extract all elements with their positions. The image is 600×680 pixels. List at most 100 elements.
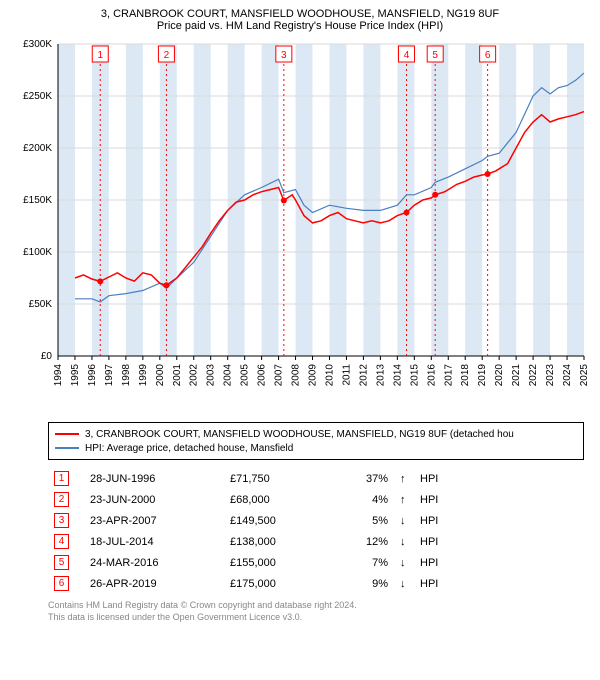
svg-text:2015: 2015 — [409, 364, 420, 387]
sale-pct: 37% — [334, 468, 394, 489]
sale-hpi-label: HPI — [414, 510, 584, 531]
svg-text:£300K: £300K — [23, 39, 52, 50]
svg-text:£100K: £100K — [23, 247, 52, 258]
svg-text:2001: 2001 — [172, 364, 183, 387]
sale-date: 26-APR-2019 — [84, 573, 224, 594]
sale-date: 18-JUL-2014 — [84, 531, 224, 552]
sale-arrow-icon: ↓ — [394, 552, 414, 573]
svg-text:2025: 2025 — [579, 364, 590, 387]
sale-arrow-icon: ↓ — [394, 573, 414, 594]
svg-text:2010: 2010 — [324, 364, 335, 387]
sale-date: 24-MAR-2016 — [84, 552, 224, 573]
sale-pct: 4% — [334, 489, 394, 510]
svg-text:2: 2 — [164, 50, 170, 61]
svg-text:2011: 2011 — [341, 364, 352, 386]
svg-text:2020: 2020 — [494, 364, 505, 387]
svg-text:£200K: £200K — [23, 143, 52, 154]
svg-text:£50K: £50K — [29, 299, 53, 310]
svg-text:£250K: £250K — [23, 91, 52, 102]
svg-text:2016: 2016 — [426, 364, 437, 387]
svg-text:1994: 1994 — [53, 364, 64, 387]
svg-text:2007: 2007 — [274, 364, 285, 387]
sale-pct: 12% — [334, 531, 394, 552]
legend-row: HPI: Average price, detached house, Mans… — [55, 441, 577, 455]
svg-text:2019: 2019 — [477, 364, 488, 387]
svg-text:2009: 2009 — [308, 364, 319, 387]
title-line1: 3, CRANBROOK COURT, MANSFIELD WOODHOUSE,… — [10, 8, 590, 20]
sale-pct: 9% — [334, 573, 394, 594]
sale-hpi-label: HPI — [414, 552, 584, 573]
attribution-block: Contains HM Land Registry data © Crown c… — [48, 600, 590, 623]
sale-hpi-label: HPI — [414, 531, 584, 552]
legend-swatch-hpi — [55, 447, 79, 449]
table-row: 2 23-JUN-2000£68,0004%↑HPI — [48, 489, 584, 510]
sale-hpi-label: HPI — [414, 489, 584, 510]
chart-area: £0 £50K £100K £150K £200K £250K £300K 1994 1995 1… — [10, 36, 590, 416]
svg-text:2021: 2021 — [511, 364, 522, 387]
sale-hpi-label: HPI — [414, 573, 584, 594]
legend-box: 3, CRANBROOK COURT, MANSFIELD WOODHOUSE,… — [48, 422, 584, 460]
svg-text:2023: 2023 — [545, 364, 556, 387]
sale-arrow-icon: ↓ — [394, 510, 414, 531]
svg-text:5: 5 — [432, 50, 438, 61]
legend-label-hpi: HPI: Average price, detached house, Mans… — [85, 443, 293, 454]
svg-text:2014: 2014 — [392, 364, 403, 387]
svg-text:6: 6 — [485, 50, 491, 61]
sale-arrow-icon: ↑ — [394, 489, 414, 510]
svg-text:2022: 2022 — [528, 364, 539, 387]
sale-price: £71,750 — [224, 468, 334, 489]
legend-label-property: 3, CRANBROOK COURT, MANSFIELD WOODHOUSE,… — [85, 429, 514, 440]
svg-text:1: 1 — [97, 50, 103, 61]
line-chart-svg: £0 £50K £100K £150K £200K £250K £300K 1994 1995 1… — [10, 36, 590, 416]
svg-text:2017: 2017 — [443, 364, 454, 387]
page-container: 3, CRANBROOK COURT, MANSFIELD WOODHOUSE,… — [0, 0, 600, 631]
legend-row: 3, CRANBROOK COURT, MANSFIELD WOODHOUSE,… — [55, 427, 577, 441]
svg-text:1998: 1998 — [121, 364, 132, 387]
sale-marker-box: 2 — [54, 492, 69, 507]
svg-text:2018: 2018 — [460, 364, 471, 387]
svg-text:2000: 2000 — [155, 364, 166, 387]
svg-text:2006: 2006 — [257, 364, 268, 387]
title-line2: Price paid vs. HM Land Registry's House … — [10, 20, 590, 32]
chart-title-block: 3, CRANBROOK COURT, MANSFIELD WOODHOUSE,… — [10, 8, 590, 32]
table-row: 6 26-APR-2019£175,0009%↓HPI — [48, 573, 584, 594]
sale-arrow-icon: ↓ — [394, 531, 414, 552]
sales-table: 128-JUN-1996£71,75037%↑HPI223-JUN-2000£6… — [48, 468, 584, 594]
sale-price: £175,000 — [224, 573, 334, 594]
sale-price: £138,000 — [224, 531, 334, 552]
attribution-line2: This data is licensed under the Open Gov… — [48, 612, 590, 624]
svg-text:2013: 2013 — [375, 364, 386, 387]
svg-text:2002: 2002 — [189, 364, 200, 387]
sale-price: £149,500 — [224, 510, 334, 531]
svg-text:1996: 1996 — [87, 364, 98, 387]
svg-text:1997: 1997 — [104, 364, 115, 387]
sale-arrow-icon: ↑ — [394, 468, 414, 489]
sale-hpi-label: HPI — [414, 468, 584, 489]
sale-date: 23-APR-2007 — [84, 510, 224, 531]
svg-text:3: 3 — [281, 50, 287, 61]
svg-text:1995: 1995 — [70, 364, 81, 387]
sale-marker-box: 3 — [54, 513, 69, 528]
table-row: 3 23-APR-2007£149,5005%↓HPI — [48, 510, 584, 531]
svg-text:2008: 2008 — [291, 364, 302, 387]
svg-text:2012: 2012 — [358, 364, 369, 387]
table-row: 1 28-JUN-1996£71,75037%↑HPI — [48, 468, 584, 489]
sale-marker-box: 1 — [54, 471, 69, 486]
svg-text:2004: 2004 — [223, 364, 234, 387]
sale-marker-box: 4 — [54, 534, 69, 549]
svg-text:£0: £0 — [41, 351, 53, 362]
svg-text:2024: 2024 — [562, 364, 573, 387]
table-row: 4 18-JUL-2014£138,00012%↓HPI — [48, 531, 584, 552]
svg-text:£150K: £150K — [23, 195, 52, 206]
sale-price: £68,000 — [224, 489, 334, 510]
sale-pct: 5% — [334, 510, 394, 531]
sale-marker-box: 6 — [54, 576, 69, 591]
sale-pct: 7% — [334, 552, 394, 573]
table-row: 524-MAR-2016£155,0007%↓HPI — [48, 552, 584, 573]
legend-swatch-property — [55, 433, 79, 435]
attribution-line1: Contains HM Land Registry data © Crown c… — [48, 600, 590, 612]
svg-text:2003: 2003 — [206, 364, 217, 387]
sale-date: 28-JUN-1996 — [84, 468, 224, 489]
sale-date: 23-JUN-2000 — [84, 489, 224, 510]
sale-marker-box: 5 — [54, 555, 69, 570]
